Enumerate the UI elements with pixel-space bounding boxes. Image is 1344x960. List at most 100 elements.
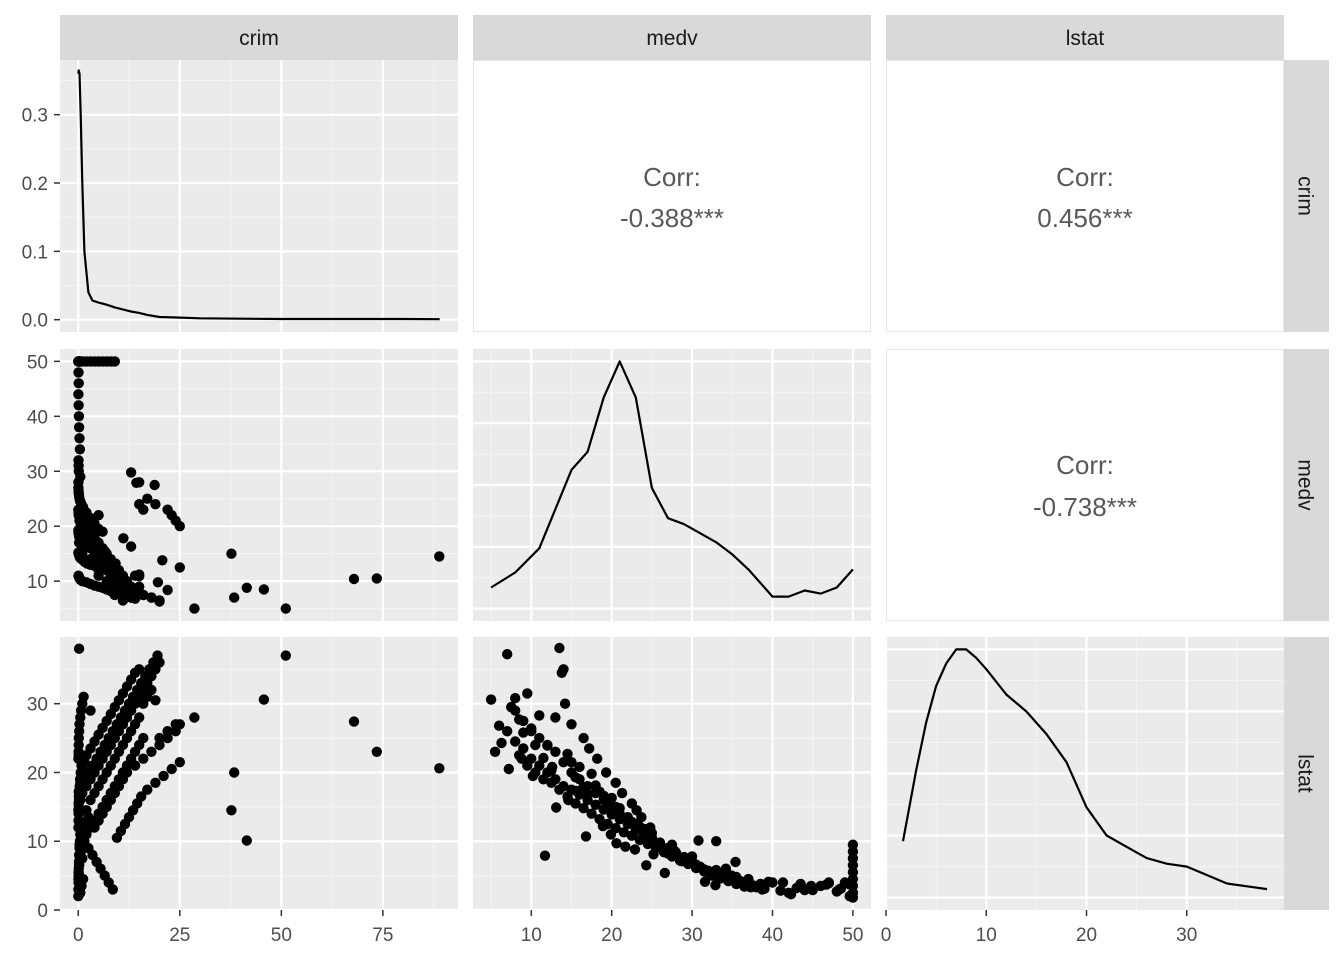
scatter-point	[590, 799, 601, 810]
scatter-point	[109, 589, 121, 601]
scatter-point	[121, 767, 133, 778]
scatter-point	[574, 761, 585, 773]
x-tick-label-crim: 0	[73, 925, 84, 946]
scatter-point	[516, 753, 527, 764]
scatter-point	[258, 694, 270, 705]
scatter-point	[558, 757, 569, 768]
corr-label-crim-medv: Corr:	[643, 162, 701, 192]
scatter-point	[117, 595, 129, 606]
scatter-point	[138, 732, 149, 744]
scatter-point	[566, 719, 577, 730]
strip-top-3	[886, 15, 1284, 60]
scatter-point	[174, 757, 185, 768]
y-tick-label-medv: 20	[27, 517, 48, 538]
scatter-point	[756, 884, 768, 895]
scatter-point	[834, 884, 845, 895]
scatter-point	[659, 867, 670, 879]
scatter-point	[592, 753, 603, 764]
strip-top-label-3: lstat	[1066, 27, 1105, 50]
scatter-point	[134, 664, 145, 675]
scatter-point	[620, 841, 631, 852]
scatter-point	[125, 541, 137, 552]
scatter-point	[562, 748, 573, 760]
density-line-crim	[77, 69, 440, 321]
scatter-point	[616, 787, 628, 799]
scatter-point	[775, 885, 786, 896]
scatter-point	[582, 781, 593, 792]
corr-label-crim-lstat: Corr:	[1056, 162, 1114, 192]
scatter-point	[630, 823, 641, 835]
corr-label-medv-lstat: Corr:	[1056, 450, 1114, 480]
corr-panel-medv-lstat	[886, 349, 1284, 621]
scatter-point	[590, 787, 601, 799]
y-tick-label-medv: 40	[27, 407, 48, 428]
scatter-point	[614, 814, 625, 825]
scatter-point	[550, 712, 561, 723]
scatter-point	[129, 587, 141, 598]
scatter-point	[598, 794, 609, 806]
scatter-point	[166, 763, 177, 775]
scatter-point	[146, 592, 157, 603]
scatter-point	[93, 570, 104, 581]
scatter-point	[189, 603, 200, 614]
scatter-point	[371, 746, 382, 757]
scatter-point	[636, 812, 647, 823]
scatter-point	[134, 569, 145, 580]
scatter-point	[799, 884, 810, 896]
scatter-point	[720, 863, 732, 874]
scatter-point	[502, 726, 513, 737]
scatter-point	[138, 589, 149, 601]
scatter-point	[518, 715, 529, 727]
strip-right-label-2: medv	[1294, 459, 1317, 511]
corr-panel-crim-medv	[473, 60, 871, 332]
scatter-point	[574, 774, 585, 785]
scatter-point	[556, 667, 567, 678]
scatter-point	[605, 829, 617, 840]
scatter-point	[73, 411, 85, 422]
scatter-point	[73, 422, 85, 433]
scatter-point	[554, 642, 565, 654]
scatter-point	[539, 850, 551, 861]
scatter-point	[138, 753, 149, 764]
axis-ticks: 0.0 0.1 0.2 0.3 10 20 30 40 50 0 10 20 30 0 25 50 75 10 20…	[22, 106, 1198, 946]
scatter-point	[73, 488, 84, 499]
scatter-point	[189, 712, 200, 723]
scatter-point	[578, 803, 589, 814]
scatter-point	[586, 768, 597, 779]
scatter-point	[629, 844, 641, 855]
scatter-point	[142, 493, 153, 504]
scatter-point	[566, 767, 577, 778]
scatter-point	[489, 746, 501, 757]
corr-panel-crim-lstat	[886, 60, 1284, 332]
strip-right-2	[1284, 349, 1329, 621]
scatter-point	[785, 889, 797, 900]
scatter-point	[542, 739, 553, 751]
scatter-panel-medv_lstat	[473, 637, 871, 912]
scatter-point	[73, 389, 84, 400]
density-panel-crim-bg	[60, 60, 458, 332]
scatter-point	[622, 818, 633, 830]
scatter-point	[522, 688, 533, 699]
scatter-point	[699, 876, 711, 887]
scatter-point	[73, 378, 84, 389]
y-tick-label-density: 0.0	[22, 311, 48, 332]
scatter-point	[510, 693, 521, 704]
scatter-point	[641, 860, 652, 871]
y-tick-label-lstat: 0	[37, 901, 48, 922]
scatter-point	[496, 737, 507, 749]
scatter-point	[534, 710, 545, 721]
scatter-point	[606, 792, 617, 804]
scatter-point	[131, 477, 142, 488]
scatter-point	[78, 691, 89, 702]
scatter-point	[348, 573, 360, 585]
scatter-point	[174, 562, 185, 573]
scatter-point	[730, 856, 741, 868]
scatter-point	[129, 760, 141, 771]
scatter-point	[611, 838, 622, 849]
scatter-point	[174, 521, 185, 532]
scatter-point	[434, 551, 445, 562]
scatter-point	[847, 892, 859, 903]
scatter-point	[610, 777, 621, 788]
scatter-point	[699, 866, 710, 877]
